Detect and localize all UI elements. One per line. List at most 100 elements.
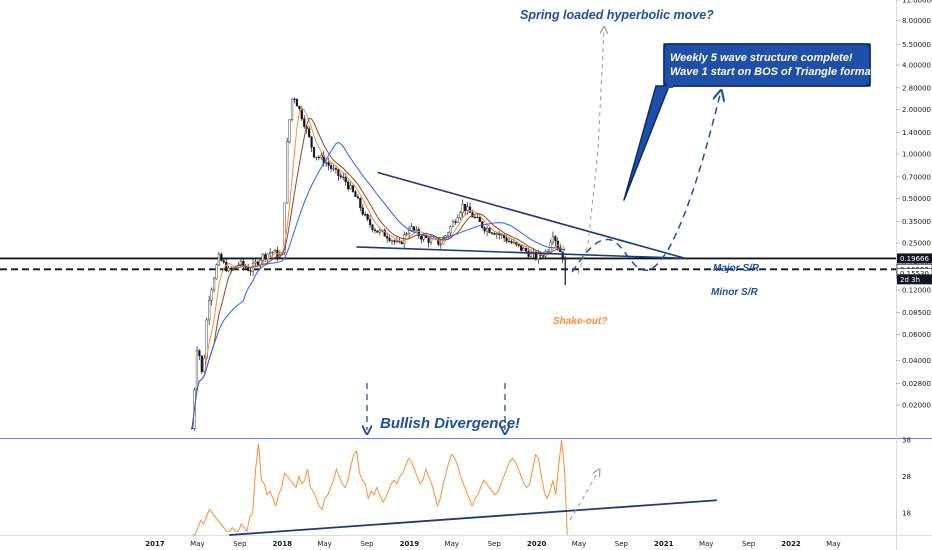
candle bbox=[393, 240, 396, 242]
candle bbox=[198, 350, 201, 356]
candle bbox=[495, 233, 498, 235]
candle bbox=[261, 254, 264, 261]
candle bbox=[217, 253, 221, 266]
candle bbox=[383, 230, 386, 237]
y-tick-label: 1.00000 bbox=[902, 150, 931, 158]
x-tick-label: May bbox=[317, 540, 331, 548]
y-tick-label: 2.00000 bbox=[902, 106, 931, 114]
candle bbox=[208, 300, 211, 321]
y-tick-label: 11.00000 bbox=[902, 0, 932, 5]
x-tick-label: Sep bbox=[742, 540, 756, 548]
candle bbox=[507, 241, 511, 243]
triangle-lower-line bbox=[356, 246, 686, 260]
price-label: 2d 3h bbox=[900, 276, 920, 284]
candle bbox=[542, 255, 545, 257]
x-tick-label: 2018 bbox=[272, 540, 292, 548]
candle bbox=[390, 240, 394, 242]
candle bbox=[286, 141, 289, 204]
osc-y-tick-label: 28 bbox=[902, 473, 911, 481]
candle bbox=[210, 289, 213, 301]
candle bbox=[429, 238, 433, 243]
y-tick-label: 0.02800 bbox=[902, 380, 931, 388]
candle bbox=[461, 204, 464, 213]
candle bbox=[442, 238, 445, 245]
candle bbox=[283, 202, 286, 253]
callout: Weekly 5 wave structure complete! Wave 1… bbox=[623, 43, 891, 201]
candle bbox=[488, 228, 491, 233]
ma-slow-line bbox=[191, 141, 566, 429]
x-tick-label: May bbox=[190, 540, 204, 548]
y-tick-label: 0.70000 bbox=[902, 173, 931, 181]
candle bbox=[269, 252, 272, 255]
candle bbox=[227, 267, 230, 272]
price-label-box bbox=[897, 253, 932, 264]
candle bbox=[412, 226, 416, 231]
candle bbox=[315, 156, 318, 159]
annotation-minor-sr: Minor S/R bbox=[711, 287, 758, 298]
candle bbox=[485, 228, 489, 232]
candle bbox=[342, 176, 345, 178]
candle bbox=[361, 207, 364, 215]
candle bbox=[320, 155, 323, 158]
triangle-upper-line bbox=[377, 171, 686, 260]
x-tick-label: May bbox=[699, 540, 713, 548]
axis-layer: 11.00000 8.00000 5.50000 4.00000 2.80000 2.00… bbox=[145, 0, 932, 548]
oscillator-pane[interactable] bbox=[0, 439, 896, 535]
y-tick-label: 0.35000 bbox=[902, 218, 931, 226]
annotation-shakeout: Shake-out? bbox=[553, 316, 607, 327]
x-tick-label: 2022 bbox=[781, 540, 801, 548]
candle bbox=[359, 198, 362, 209]
candle bbox=[220, 253, 223, 261]
candle bbox=[373, 229, 377, 231]
x-tick-label: 2019 bbox=[400, 540, 420, 548]
candle bbox=[325, 162, 328, 164]
price-label-box bbox=[897, 274, 932, 285]
oscillator-layer bbox=[192, 439, 717, 536]
candle bbox=[410, 226, 413, 231]
candle bbox=[505, 237, 508, 242]
callout-line-1: Weekly 5 wave structure complete! bbox=[670, 52, 853, 64]
candle bbox=[493, 233, 496, 235]
candle bbox=[273, 249, 277, 253]
candle bbox=[339, 175, 342, 178]
candle bbox=[549, 241, 552, 252]
candle bbox=[451, 221, 455, 227]
osc-y-tick-label: 38 bbox=[902, 437, 911, 445]
candle bbox=[230, 267, 233, 270]
candle bbox=[407, 230, 411, 234]
y-tick-label: 0.25000 bbox=[902, 240, 931, 248]
candle bbox=[527, 251, 530, 257]
candle bbox=[468, 206, 472, 213]
candle bbox=[405, 233, 408, 235]
candle bbox=[534, 251, 537, 260]
candle bbox=[417, 229, 420, 237]
candle bbox=[520, 245, 523, 251]
x-tick-label: May bbox=[445, 540, 459, 548]
candle bbox=[473, 216, 477, 219]
y-tick-label: 8.00000 bbox=[902, 17, 931, 25]
price-layer bbox=[0, 97, 896, 431]
y-tick-label: 0.12000 bbox=[902, 287, 931, 295]
candle bbox=[420, 235, 423, 240]
candle bbox=[290, 98, 294, 120]
candle bbox=[298, 105, 301, 109]
x-tick-label: Sep bbox=[615, 540, 629, 548]
ma-mid-line bbox=[191, 117, 566, 429]
candle bbox=[512, 242, 516, 244]
candle bbox=[310, 136, 313, 148]
x-tick-label: 2017 bbox=[145, 540, 165, 548]
candle bbox=[237, 265, 240, 268]
candle bbox=[466, 206, 469, 211]
candle bbox=[554, 236, 557, 242]
candle bbox=[388, 238, 391, 241]
y-tick-label: 0.02000 bbox=[902, 402, 931, 410]
candle bbox=[510, 241, 513, 244]
candle bbox=[366, 214, 369, 220]
x-tick-label: Sep bbox=[488, 540, 502, 548]
candle bbox=[561, 251, 564, 260]
candle bbox=[256, 261, 260, 265]
price-label: 0.19666 bbox=[900, 255, 929, 263]
candle bbox=[239, 261, 242, 266]
candle bbox=[395, 240, 398, 242]
y-tick-label: 0.08500 bbox=[902, 309, 931, 317]
